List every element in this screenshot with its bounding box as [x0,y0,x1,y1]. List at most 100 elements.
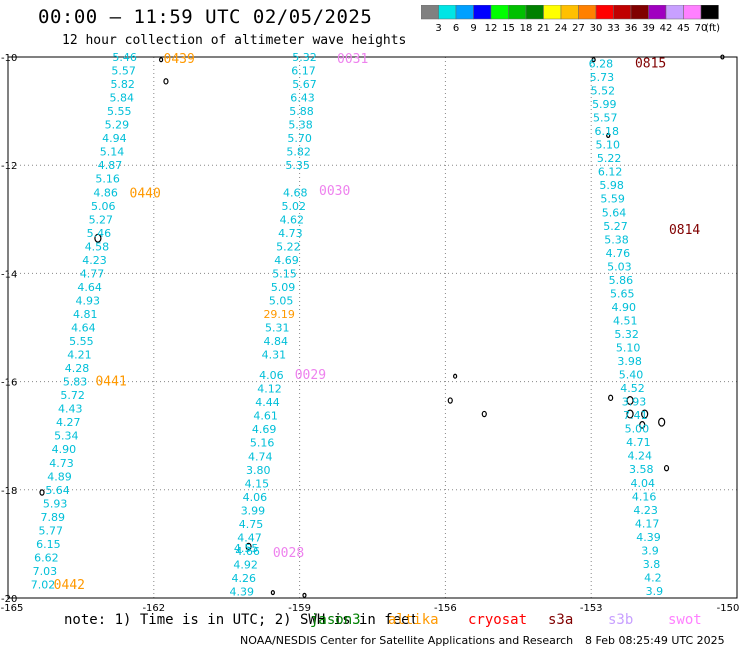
wave-height-value: 4.94 [102,132,127,145]
wave-height-value: 5.09 [271,281,296,294]
island-outline [626,409,634,419]
wave-height-value: 5.55 [69,335,94,348]
wave-height-value: 5.15 [272,267,297,280]
wave-height-value: 4.77 [80,267,105,280]
wave-height-value: 4.87 [98,159,123,172]
wave-height-value: 3.9 [641,544,659,557]
satellite-jason3-label: jason3 [310,612,361,628]
wave-height-value: 5.57 [593,112,618,125]
track-0440: 5.065.275.464.584.234.774.644.934.814.64… [63,186,161,388]
island-outline [608,394,614,402]
wave-height-value: 4.90 [612,301,637,314]
wave-height-value: 5.64 [602,206,627,219]
wave-height-value: 29.19 [263,308,295,321]
wave-height-value: 5.10 [595,139,620,152]
island-outline [591,57,596,63]
wave-height-value: 5.34 [54,430,79,443]
wave-height-value: 5.40 [619,369,644,382]
wave-height-value: 5.22 [597,152,622,165]
wave-height-value: 4.69 [252,423,277,436]
wave-height-value: 4.44 [255,396,280,409]
lon-tick-label: -153 [580,603,603,614]
wave-height-value: 5.52 [591,85,616,98]
legend-label: 30 [590,23,603,34]
wave-height-value: 4.75 [239,518,264,531]
satellite-altika-label: altika [388,612,439,628]
wave-height-value: 4.12 [257,383,282,396]
wave-height-value: 4.71 [626,436,651,449]
lat-tick-label: -16 [1,378,17,389]
satellite-s3a-label: s3a [548,612,574,628]
track-0030: 4.685.024.624.735.224.695.155.095.0529.1… [262,184,351,361]
legend-unit: (ft) [705,23,720,34]
wave-height-value: 5.83 [63,376,88,389]
lat-tick-label: -18 [1,486,17,497]
legend-label: 70 [695,23,708,34]
wave-height-value: 5.16 [95,173,120,186]
island-outline [270,590,275,596]
note-text: note: 1) Time is in UTC; 2) SWH is in fe… [64,612,419,628]
wave-height-value: 4.90 [52,443,77,456]
timestamp-text: 8 Feb 08:25:49 UTC 2025 [585,634,725,647]
wave-height-value: 5.57 [111,65,136,78]
wave-height-value: 5.38 [604,233,629,246]
wave-height-value: 4.39 [636,531,661,544]
track-time-label: 0442 [54,578,85,593]
wave-height-value: 4.39 [230,586,255,599]
wave-height-map[interactable]: -165 -162 -159 -156 -153 -150 -10 -12 -14 -16 -18 -… [0,0,740,615]
wave-height-value: 4.92 [233,558,258,571]
wave-height-value: 4.66 [235,545,260,558]
track-time-label: 0031 [337,52,368,67]
wave-height-value: 6.43 [290,92,315,105]
legend-label: 21 [537,23,550,34]
island-outline [245,542,252,551]
wave-height-value: 4.84 [264,335,289,348]
legend-label: 3 [435,23,441,34]
wave-height-value: 4.17 [635,517,660,530]
legend-label: 6 [453,23,459,34]
track-0439: 5.465.575.825.845.555.294.945.144.875.16… [93,51,194,199]
wave-height-value: 5.31 [265,322,290,335]
wave-height-value: 5.64 [45,484,70,497]
wave-height-value: 4.04 [630,477,655,490]
lat-tick-label: -14 [1,269,17,280]
wave-height-value: 5.55 [107,105,132,118]
wave-height-value: 6.28 [589,57,614,70]
lat-tick-label: -20 [1,594,17,605]
wave-height-value: 4.43 [58,403,83,416]
satellite-cryosat-label: cryosat [468,612,528,628]
island-outline [94,233,102,243]
wave-height-value: 4.26 [231,572,256,585]
legend-label: 15 [502,23,515,34]
map-frame [7,56,738,599]
wave-height-value: 5.10 [616,342,641,355]
wave-height-value: 4.64 [77,281,102,294]
wave-height-value: 5.88 [289,105,314,118]
legend-label: 33 [607,23,620,34]
island-outline [606,132,611,138]
island-outline [663,464,670,472]
wave-height-value: 4.23 [633,504,658,517]
wave-height-value: 5.14 [100,146,125,159]
wave-height-value: 6.15 [36,538,61,551]
wave-height-value: 6.62 [34,551,59,564]
track-time-label: 0441 [95,375,126,390]
wave-height-value: 5.29 [105,119,130,132]
wave-height-value: 5.82 [110,78,135,91]
wave-height-value: 3.99 [241,504,266,517]
wave-height-value: 3.9 [646,585,664,598]
wave-height-value: 4.21 [67,349,92,362]
island-outline [453,373,458,379]
legend-label: 27 [572,23,585,34]
wave-height-value: 5.70 [287,132,312,145]
lon-tick-label: -165 [1,603,24,614]
wave-height-value: 4.16 [632,490,657,503]
wave-height-value: 4.93 [75,294,100,307]
wave-height-value: 4.89 [47,470,72,483]
wave-height-value: 4.24 [628,450,653,463]
wave-height-value: 4.31 [262,349,287,362]
wave-height-value: 5.82 [286,146,311,159]
wave-height-value: 3.80 [246,464,271,477]
wave-height-value: 7.02 [31,578,56,591]
wave-height-value: 5.99 [592,98,617,111]
